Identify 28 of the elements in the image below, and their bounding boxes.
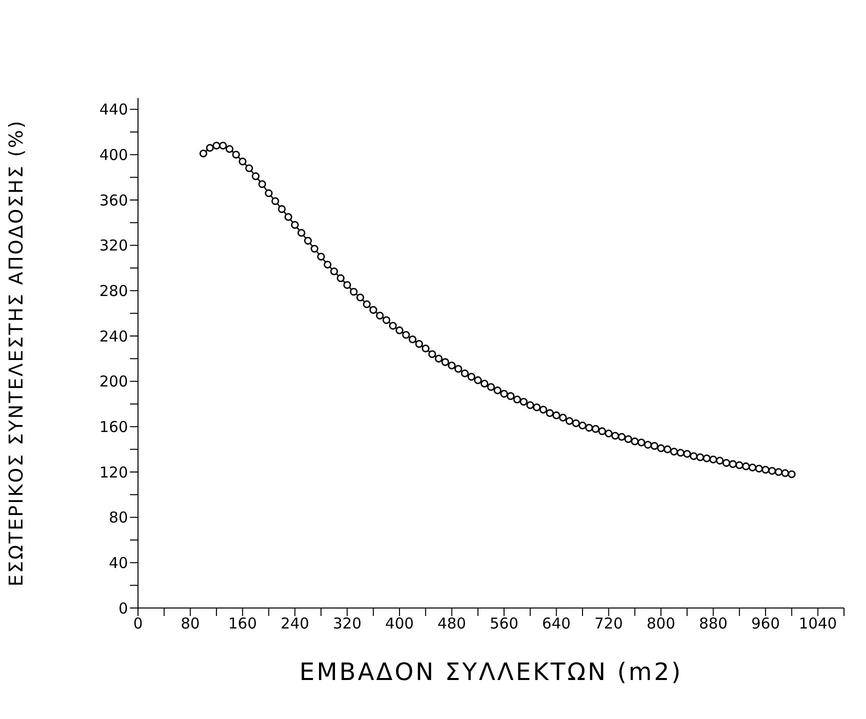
y-tick-label: 400 <box>99 146 128 164</box>
x-tick-label: 960 <box>751 614 780 633</box>
x-axis-title: ΕΜΒΑΔΟΝ ΣΥΛΛΕΚΤΩΝ (m2) <box>299 658 683 686</box>
x-tick-label: 80 <box>180 614 200 633</box>
y-tick-label: 200 <box>99 372 128 391</box>
y-tick-label: 280 <box>99 282 128 300</box>
y-tick-label: 240 <box>99 327 128 346</box>
x-tick-label: 400 <box>385 614 414 633</box>
x-tick-label: 160 <box>228 614 257 633</box>
y-tick-label: 440 <box>99 100 128 119</box>
y-tick-label: 360 <box>99 191 128 210</box>
y-tick-label: 320 <box>99 236 128 255</box>
x-tick-label: 800 <box>646 614 676 633</box>
x-tick-label: 240 <box>280 614 310 633</box>
y-tick-label: 0 <box>118 599 128 618</box>
y-tick-label: 160 <box>99 418 128 436</box>
x-tick-label: 560 <box>490 614 518 633</box>
x-tick-label: 320 <box>332 614 362 633</box>
y-tick-label: 40 <box>108 554 128 572</box>
x-tick-label: 720 <box>594 614 623 633</box>
x-tick-label: 880 <box>698 614 728 633</box>
x-tick-label: 0 <box>133 614 143 633</box>
x-tick-label: 480 <box>437 614 466 633</box>
y-tick-label: 120 <box>99 463 128 482</box>
x-tick-label: 1040 <box>798 614 837 633</box>
y-axis-title: ΕΣΩΤΕΡΙΚΟΣ ΣΥΝΤΕΛΕΣΤΗΣ ΑΠΟΔΟΣΗΣ (%) <box>6 120 28 586</box>
x-tick-label: 640 <box>542 614 571 633</box>
y-tick-label: 80 <box>108 508 128 527</box>
